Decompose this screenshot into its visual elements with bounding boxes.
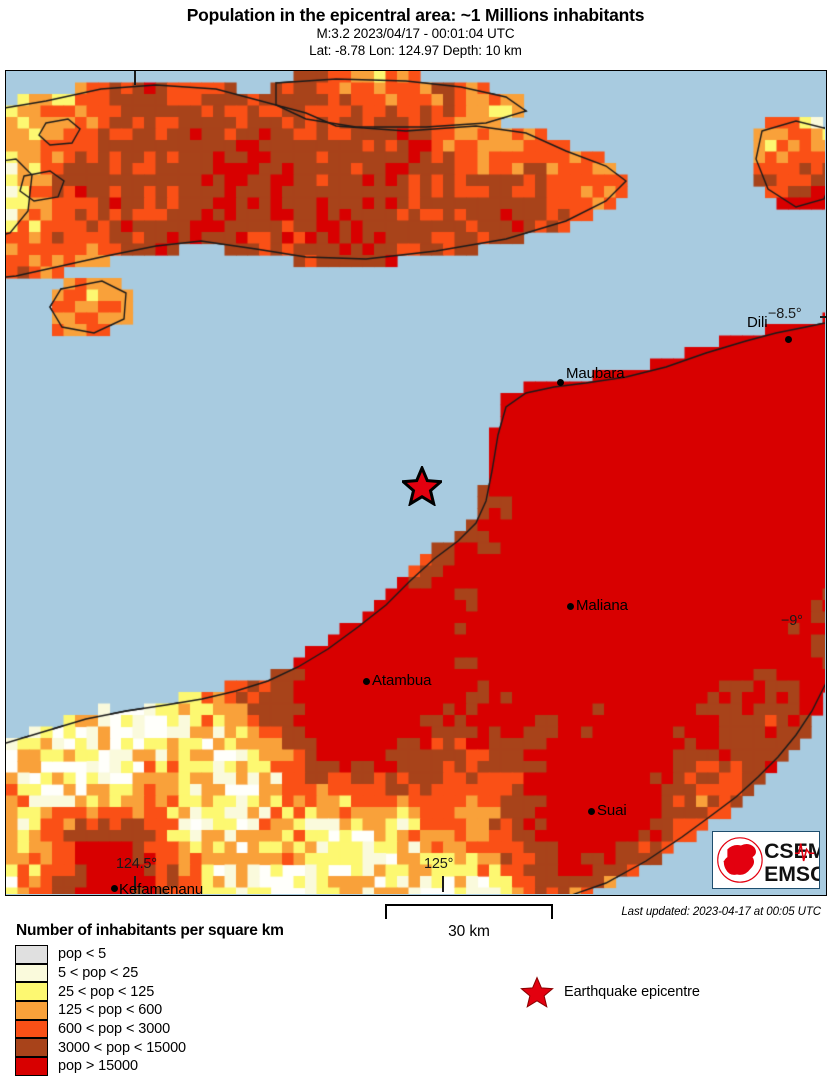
city-dot-icon — [557, 379, 564, 386]
graticule-tick — [134, 876, 136, 892]
graticule-label: 125° — [424, 856, 454, 872]
graticule-tick — [442, 876, 444, 892]
legend-label: 5 < pop < 25 — [58, 965, 139, 982]
legend-label: pop < 5 — [58, 946, 107, 963]
city-label: Dili — [747, 314, 768, 331]
legend-row: pop > 15000 — [15, 1057, 186, 1076]
logo-line-2: EMSC — [764, 862, 819, 886]
legend-row: 25 < pop < 125 — [15, 982, 186, 1002]
hypocentre-info: Lat: -8.78 Lon: 124.97 Depth: 10 km — [309, 43, 522, 58]
page-title: Population in the epicentral area: ~1 Mi… — [186, 5, 645, 25]
city-dot-icon — [588, 808, 595, 815]
legend-swatch — [15, 1001, 48, 1020]
legend-swatch — [15, 945, 48, 964]
city-label: Maliana — [576, 597, 628, 614]
city-label: Suai — [597, 802, 627, 819]
legend-title: Number of inhabitants per square km — [16, 922, 284, 939]
legend-label: pop > 15000 — [58, 1058, 138, 1075]
legend-label: 125 < pop < 600 — [58, 1002, 163, 1019]
legend-swatch — [15, 1057, 48, 1076]
city-label: Atambua — [372, 672, 432, 689]
magnitude-datetime: M:3.2 2023/04/17 - 00:01:04 UTC — [316, 26, 515, 41]
legend-row: 5 < pop < 25 — [15, 963, 186, 983]
legend-swatch — [15, 1038, 48, 1058]
city-dot-icon — [785, 336, 792, 343]
epicentre-star-icon[interactable] — [399, 464, 445, 507]
population-legend: pop < 5 5 < pop < 25 25 < pop < 125 125 < p… — [15, 945, 186, 1076]
legend-row: 125 < pop < 600 — [15, 1001, 186, 1020]
city-dot-icon — [363, 678, 370, 685]
epicentre-legend-label: Earthquake epicentre — [564, 984, 700, 1000]
population-map[interactable]: 124.5° 125° −8.5° −9° Dili Maubara Maliana Ata… — [5, 70, 827, 896]
graticule-label: −8.5° — [768, 306, 802, 322]
map-header: Population in the epicentral area: ~1 Mi… — [0, 0, 831, 59]
graticule-tick — [134, 71, 136, 85]
city-label: Kefamenanu — [119, 881, 204, 896]
csem-emsc-logo: CSEM EMSC — [712, 831, 820, 889]
graticule-label: −9° — [781, 613, 803, 629]
graticule-label: 124.5° — [116, 856, 157, 872]
legend-label: 3000 < pop < 15000 — [58, 1039, 187, 1056]
legend-label: 600 < pop < 3000 — [58, 1021, 171, 1038]
epicentre-legend: Earthquake epicentre — [520, 975, 700, 1009]
city-dot-icon — [111, 885, 118, 892]
legend-swatch — [15, 982, 48, 1002]
graticule-tick — [820, 316, 826, 318]
scale-bar-tick-right — [550, 904, 553, 919]
legend-row: 3000 < pop < 15000 — [15, 1038, 187, 1058]
scale-bar — [385, 904, 553, 920]
legend-swatch — [15, 963, 48, 983]
epicentre-legend-star-icon — [520, 975, 554, 1009]
scale-bar-tick-left — [385, 904, 388, 919]
legend-row: 600 < pop < 3000 — [15, 1019, 186, 1039]
scale-bar-label: 30 km — [448, 923, 490, 940]
legend-swatch — [15, 1019, 48, 1039]
last-updated-text: Last updated: 2023-04-17 at 00:05 UTC — [621, 906, 821, 918]
scale-bar-line — [385, 904, 553, 907]
logo-line-1: CSEM — [764, 839, 819, 863]
city-label: Maubara — [566, 365, 625, 382]
city-dot-icon — [567, 603, 574, 610]
legend-row: pop < 5 — [15, 945, 186, 964]
legend-label: 25 < pop < 125 — [58, 983, 155, 1000]
